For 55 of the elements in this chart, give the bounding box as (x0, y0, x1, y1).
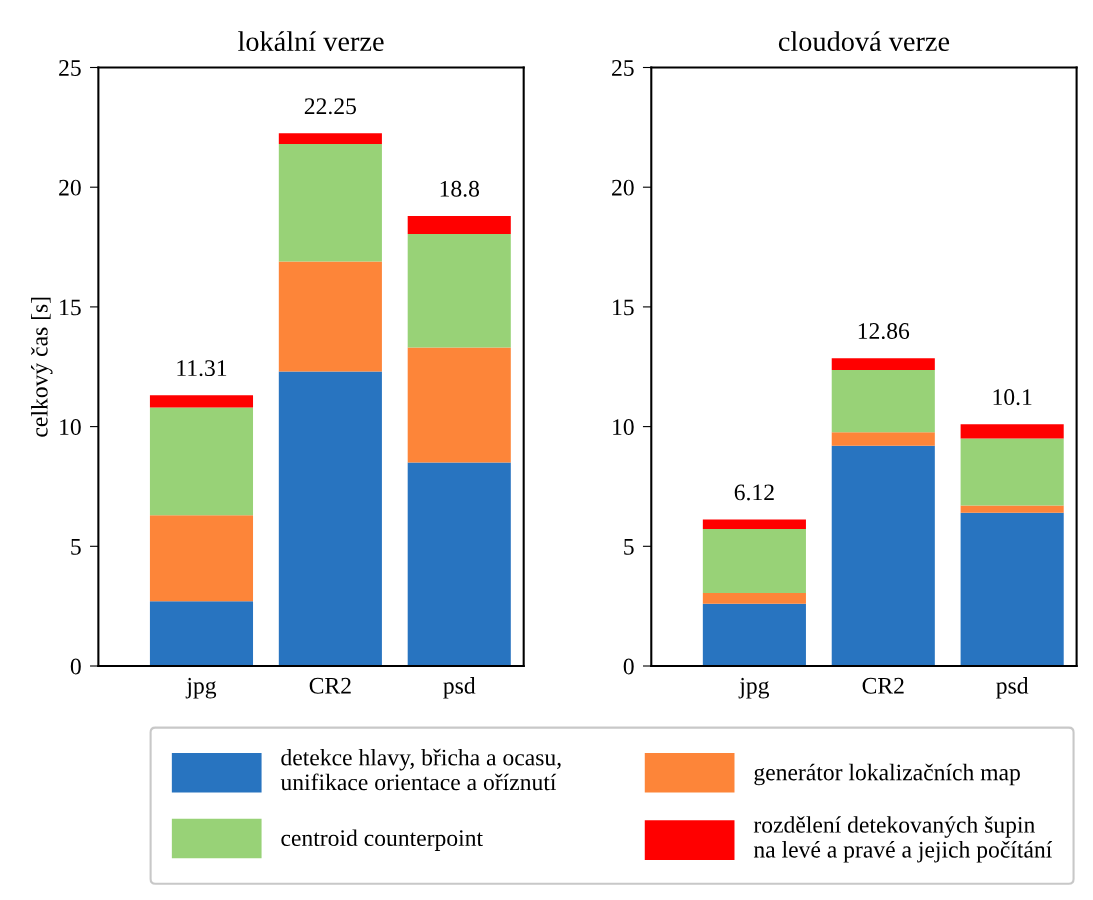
bar (960, 424, 1064, 439)
x-tick-label: CR2 (862, 677, 904, 694)
legend-label: rozdělení detekovaných šupin na levé a pravé a jejich počítání (753, 816, 1053, 863)
y-tick-label: 0 (70, 658, 81, 675)
y-axis-title: celkový čas [s] (31, 297, 53, 437)
total-label: 6.12 (734, 484, 774, 501)
bar (407, 462, 511, 666)
bar (960, 512, 1064, 666)
bar (831, 370, 935, 433)
y-tick-label: 10 (613, 419, 634, 436)
bar (278, 371, 382, 666)
bar (278, 261, 382, 372)
y-tick-label: 5 (624, 539, 634, 555)
legend-label: detekce hlavy, břicha a ocasu, unifikace orientace a oříznutí (280, 748, 561, 791)
x-tick-label: jpg (738, 677, 770, 699)
bar (831, 445, 935, 666)
bar (702, 529, 806, 593)
bar (149, 407, 254, 516)
chart-title: lokální verze (238, 31, 384, 52)
x-tick-label: psd (996, 677, 1029, 699)
chart-title: cloudová verze (778, 31, 950, 52)
y-tick-label: 20 (59, 179, 81, 196)
legend-label: generátor lokalizačních map (754, 763, 1020, 786)
total-label: 10.1 (993, 389, 1032, 406)
bar (278, 144, 382, 262)
bar (149, 601, 254, 666)
bar (960, 438, 1064, 506)
x-tick-label: CR2 (309, 677, 351, 694)
bar (407, 347, 511, 463)
bar (831, 358, 935, 371)
bar (960, 505, 1064, 513)
y-tick-label: 25 (59, 60, 81, 76)
bar (278, 133, 382, 145)
total-label: 11.31 (177, 360, 227, 377)
y-tick-label: 15 (60, 299, 81, 316)
y-tick-label: 5 (71, 539, 81, 555)
x-tick-label: psd (443, 677, 476, 699)
total-label: 18.8 (440, 180, 480, 197)
total-label: 12.86 (858, 323, 910, 340)
y-tick-label: 10 (60, 419, 81, 436)
y-tick-label: 20 (612, 179, 634, 196)
bar (407, 215, 511, 234)
bar (702, 603, 806, 666)
bar (407, 233, 511, 348)
bar (149, 395, 254, 408)
y-tick-label: 0 (623, 658, 634, 675)
total-label: 22.25 (304, 98, 356, 115)
y-tick-label: 25 (612, 60, 634, 76)
legend-label: centroid counterpoint (281, 829, 483, 851)
bar (702, 592, 806, 604)
bar (149, 515, 254, 602)
y-tick-label: 15 (613, 299, 634, 316)
x-tick-label: jpg (185, 677, 217, 699)
bar (831, 432, 935, 446)
bar (702, 519, 806, 530)
